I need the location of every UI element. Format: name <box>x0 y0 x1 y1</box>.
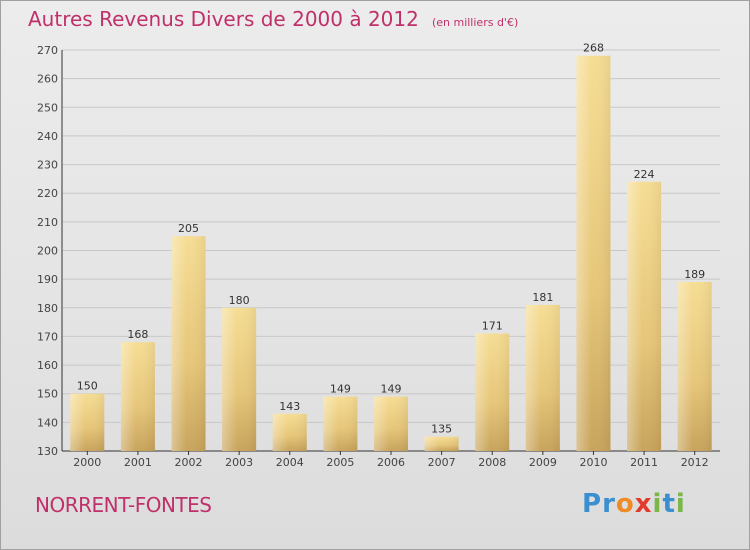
y-tick-label: 180 <box>37 302 58 315</box>
y-tick-label: 220 <box>37 187 58 200</box>
logo-letter: i <box>675 489 686 519</box>
commune-name: NORRENT-FONTES <box>35 493 212 517</box>
bars: 150 168 205 180 143 149 149 135 171 181 268 224 189 <box>70 42 712 451</box>
bar-value-label: 181 <box>532 291 553 304</box>
x-tick-label: 2007 <box>428 456 456 469</box>
x-tick-label: 2006 <box>377 456 405 469</box>
bar-shine <box>677 282 712 451</box>
bar-shine <box>525 304 560 451</box>
bar-value-label: 224 <box>634 168 655 181</box>
x-tick-label: 2009 <box>529 456 557 469</box>
y-tick-label: 130 <box>37 445 58 458</box>
bar-shine <box>70 393 105 451</box>
bar-value-label: 205 <box>178 222 199 235</box>
x-tick-label: 2008 <box>478 456 506 469</box>
bar-shine <box>120 342 155 451</box>
bar-value-label: 143 <box>279 400 300 413</box>
logo-letter: x <box>634 489 653 519</box>
bar-shine <box>475 333 510 451</box>
y-tick-label: 190 <box>37 273 58 286</box>
bar-value-label: 149 <box>330 383 351 396</box>
x-tick-label: 2005 <box>326 456 354 469</box>
bar-shine <box>272 413 307 451</box>
x-tick-label: 2010 <box>579 456 607 469</box>
bar-value-label: 149 <box>381 383 402 396</box>
x-tick-label: 2004 <box>276 456 304 469</box>
y-tick-label: 270 <box>37 44 58 57</box>
x-tick-label: 2002 <box>175 456 203 469</box>
bar-value-label: 168 <box>127 328 148 341</box>
x-tick-label: 2003 <box>225 456 253 469</box>
y-tick-label: 240 <box>37 130 58 143</box>
x-tick-label: 2001 <box>124 456 152 469</box>
x-tick-label: 2011 <box>630 456 658 469</box>
y-tick-label: 230 <box>37 159 58 172</box>
bar-shine <box>171 236 206 451</box>
logo-letter: t <box>662 489 676 519</box>
chart-title: Autres Revenus Divers de 2000 à 2012 (en… <box>28 7 518 31</box>
bar-shine <box>576 55 611 451</box>
bar-value-label: 150 <box>77 380 98 393</box>
chart-title-main: Autres Revenus Divers de 2000 à 2012 <box>28 7 419 31</box>
y-tick-label: 250 <box>37 101 58 114</box>
bar-shine <box>374 396 408 451</box>
bar-shine <box>627 181 662 451</box>
y-tick-label: 150 <box>37 388 58 401</box>
y-tick-label: 200 <box>37 245 58 258</box>
proxiti-logo: Proxiti <box>582 489 686 519</box>
y-tick-label: 160 <box>37 359 58 372</box>
x-tick-label: 2000 <box>73 456 101 469</box>
bar-value-label: 180 <box>229 294 250 307</box>
y-tick-label: 210 <box>37 216 58 229</box>
bar-value-label: 268 <box>583 42 604 55</box>
y-tick-label: 170 <box>37 330 58 343</box>
logo-letter: r <box>602 489 616 519</box>
y-tick-label: 260 <box>37 73 58 86</box>
bar-shine <box>323 396 358 451</box>
y-tick-label: 140 <box>37 416 58 429</box>
bar-shine <box>222 307 257 451</box>
chart-title-unit: (en milliers d'€) <box>431 16 519 29</box>
logo-letter: P <box>582 489 603 519</box>
logo-letter: i <box>652 489 663 519</box>
logo-letter: o <box>615 489 635 519</box>
bar-value-label: 135 <box>431 423 452 436</box>
bar-value-label: 189 <box>684 268 705 281</box>
x-tick-label: 2012 <box>681 456 709 469</box>
bar-shine <box>424 436 459 451</box>
bar-value-label: 171 <box>482 320 503 333</box>
